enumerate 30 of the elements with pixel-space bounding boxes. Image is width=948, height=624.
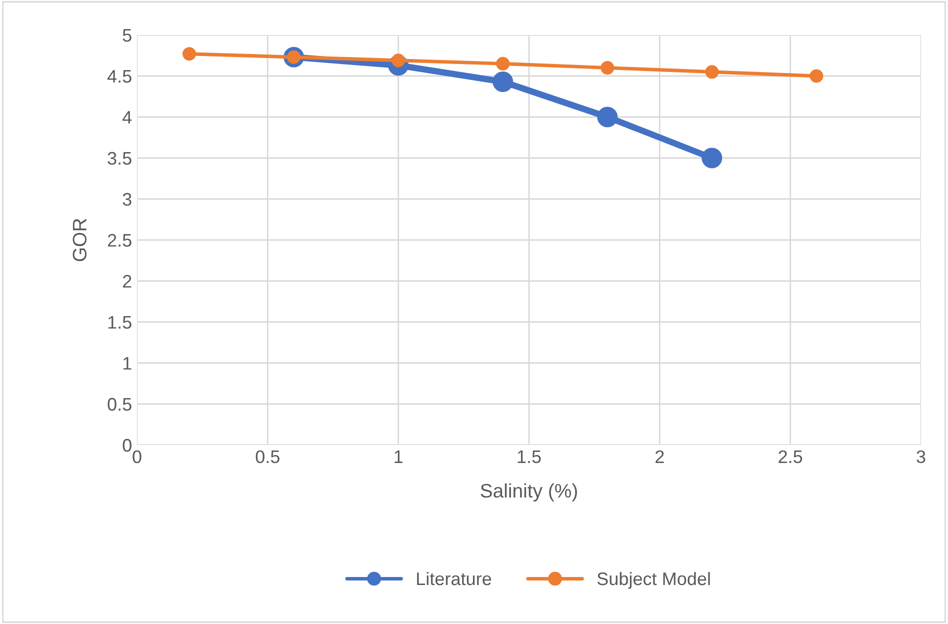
point (705, 65, 719, 79)
point (597, 106, 618, 128)
y-tick-label: 3.5 (108, 152, 132, 165)
x-axis-title: Salinity (%) (480, 483, 577, 502)
point (600, 61, 614, 75)
x-tick-label: 2.5 (778, 450, 802, 464)
y-axis-title: GOR (72, 218, 87, 262)
x-tick-label: 0.5 (256, 450, 280, 464)
legend-label: Subject Model (597, 572, 710, 589)
y-tick-label: 0.5 (108, 398, 132, 411)
y-tick-label: 5 (122, 29, 132, 42)
y-tick-label: 2.5 (108, 234, 132, 247)
legend-label: Literature (417, 572, 492, 586)
y-tick-label: 4.5 (107, 70, 132, 83)
point (492, 72, 514, 92)
point (810, 69, 824, 83)
y-tick-label: 4 (122, 111, 132, 124)
y-tick-label: 3 (122, 192, 132, 206)
x-tick-label: 1 (394, 450, 402, 463)
x-tick-label: 0 (132, 450, 142, 464)
point (182, 47, 196, 61)
y-tick-label: 1.5 (108, 316, 132, 329)
y-tick-label: 1 (123, 357, 132, 370)
x-tick-label: 3 (916, 450, 926, 464)
y-tick-label: 0 (122, 438, 132, 452)
x-tick-label: 2 (656, 450, 664, 463)
y-tick-label: 2 (123, 274, 132, 288)
point (496, 56, 510, 70)
point (702, 148, 722, 168)
x-tick-label: 1.5 (518, 450, 541, 464)
